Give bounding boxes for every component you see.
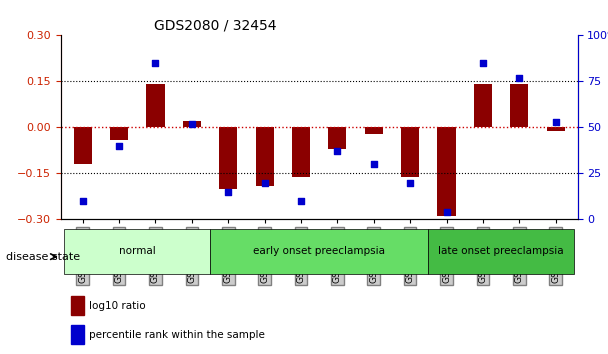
Bar (510, 85, 528, 127)
Text: GDS2080 / 32454: GDS2080 / 32454 (154, 19, 276, 33)
Point (369, 161, 379, 167)
Point (333, 149, 342, 154)
Point (551, 119, 561, 125)
Point (260, 180, 269, 185)
FancyBboxPatch shape (210, 229, 429, 274)
Point (514, 75, 524, 81)
Bar (547, 127, 565, 131)
Bar (474, 85, 492, 127)
Bar (71, 325, 84, 344)
Bar (365, 127, 383, 133)
Bar (71, 296, 84, 315)
Point (223, 189, 233, 195)
Bar (292, 127, 310, 177)
Point (478, 60, 488, 66)
Text: normal: normal (119, 246, 156, 256)
Point (406, 180, 415, 185)
FancyBboxPatch shape (429, 229, 574, 274)
FancyBboxPatch shape (64, 229, 210, 274)
Point (296, 198, 306, 204)
Bar (401, 127, 420, 177)
Bar (255, 127, 274, 186)
Bar (110, 127, 128, 140)
Point (187, 121, 196, 127)
Text: log10 ratio: log10 ratio (89, 301, 146, 311)
Text: percentile rank within the sample: percentile rank within the sample (89, 330, 265, 339)
Point (114, 143, 124, 149)
Bar (219, 127, 237, 189)
Text: late onset preeclampsia: late onset preeclampsia (438, 246, 564, 256)
Point (151, 60, 161, 66)
Bar (328, 127, 347, 149)
Bar (183, 121, 201, 127)
Point (442, 209, 452, 215)
Text: disease state: disease state (6, 252, 80, 262)
Bar (74, 127, 92, 164)
Bar (147, 85, 165, 127)
Text: early onset preeclampsia: early onset preeclampsia (253, 246, 385, 256)
Bar (438, 127, 455, 216)
Point (78, 198, 88, 204)
